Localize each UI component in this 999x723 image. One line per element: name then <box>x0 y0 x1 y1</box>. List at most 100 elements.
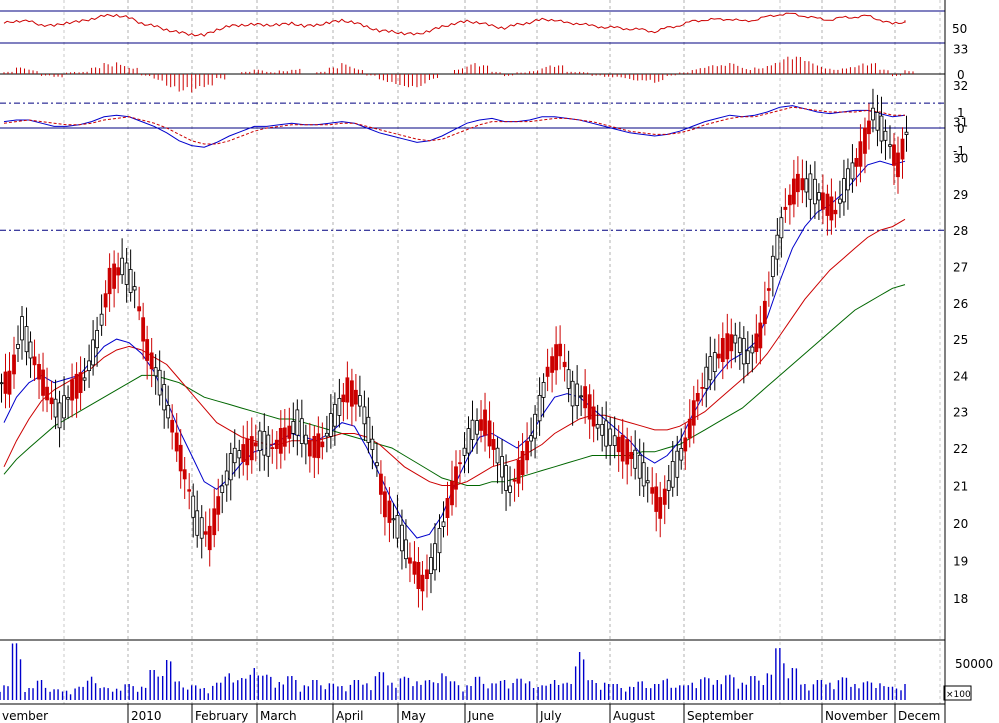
candle-body <box>775 234 780 260</box>
candle-body <box>212 508 217 536</box>
candle-body <box>441 521 446 528</box>
candle-body <box>879 115 884 142</box>
candle-body <box>579 395 584 398</box>
candle-body <box>616 436 621 453</box>
candle-body <box>842 178 846 203</box>
candle-body <box>641 462 646 487</box>
candle-body <box>750 346 755 354</box>
candle-body <box>87 360 91 371</box>
macd-line <box>3 105 906 148</box>
candle-body <box>332 403 337 427</box>
candle-body <box>470 419 475 440</box>
candle-body <box>153 367 158 377</box>
candle-body <box>620 434 625 462</box>
candle-body <box>650 487 655 494</box>
candle-body <box>91 339 95 366</box>
candle-body <box>645 480 650 484</box>
candle-body <box>770 255 775 277</box>
candle-body <box>141 317 146 342</box>
candle-body <box>7 370 12 395</box>
candle-body <box>149 352 154 370</box>
candle-body <box>78 372 83 394</box>
candle-body <box>162 384 167 411</box>
candle-body <box>429 557 433 575</box>
candle-body <box>416 562 421 590</box>
candle-body <box>357 395 362 407</box>
candle-body <box>228 453 233 481</box>
candle-body <box>433 543 437 571</box>
candle-body <box>95 329 99 349</box>
month-label: 2010 <box>131 709 162 723</box>
candle-body <box>716 353 721 359</box>
month-label: November <box>825 709 887 723</box>
candle-body <box>766 288 771 291</box>
candle-body <box>637 454 642 479</box>
candle-body <box>512 479 517 482</box>
candle-body <box>420 574 425 592</box>
candle-body <box>166 404 171 419</box>
candle-body <box>82 377 87 381</box>
candle-body <box>387 500 392 523</box>
candle-body <box>349 380 354 407</box>
candle-body <box>391 518 396 521</box>
candle-body <box>591 406 596 427</box>
candle-body <box>537 394 542 422</box>
candle-body <box>745 350 750 364</box>
candle-body <box>312 435 317 458</box>
candle-body <box>846 168 850 191</box>
candle-body <box>600 423 605 436</box>
volume-scale-box <box>943 685 972 701</box>
candle-body <box>825 193 830 216</box>
price-tick-label: 22 <box>953 442 968 456</box>
price-tick-label: 33 <box>953 43 968 57</box>
candle-body <box>608 428 613 446</box>
month-label: July <box>539 709 562 723</box>
candle-body <box>324 432 329 437</box>
moving-average-red <box>3 218 906 486</box>
candle-body <box>408 557 412 564</box>
rsi-panel: 50 <box>0 10 967 44</box>
candle-body <box>241 444 246 463</box>
candle-body <box>137 306 142 312</box>
candle-body <box>395 515 400 539</box>
candle-body <box>612 435 617 446</box>
candle-body <box>253 442 258 447</box>
candle-body <box>207 525 212 551</box>
candle-body <box>708 356 713 381</box>
candle-body <box>687 418 692 439</box>
candle-body <box>337 397 342 416</box>
candle-body <box>737 337 742 353</box>
macd-signal-line <box>3 106 905 145</box>
candle-body <box>462 447 467 456</box>
candle-body <box>341 394 346 403</box>
candle-body <box>662 488 667 505</box>
candle-body <box>479 419 483 431</box>
candle-body <box>266 434 271 457</box>
candle-body <box>550 356 555 373</box>
candle-body <box>541 381 546 398</box>
candle-body <box>670 460 675 488</box>
candle-body <box>370 438 375 450</box>
candle-body <box>195 510 200 536</box>
candle-body <box>400 524 404 552</box>
candle-body <box>595 423 600 429</box>
price-tick-label: 23 <box>953 406 968 420</box>
candle-body <box>107 267 112 295</box>
candle-body <box>683 437 688 452</box>
candle-body <box>804 178 809 193</box>
candle-body <box>666 480 671 491</box>
candle-body <box>375 462 379 467</box>
price-tick-label: 20 <box>953 517 968 531</box>
candle-body <box>32 356 37 366</box>
candle-body <box>508 485 512 493</box>
macd-histogram-panel: 0 <box>0 56 965 93</box>
candle-body <box>41 369 45 396</box>
candle-body <box>491 438 496 450</box>
candle-body <box>12 354 16 375</box>
month-label: August <box>613 709 655 723</box>
candle-body <box>191 495 196 518</box>
candle-body <box>762 300 767 324</box>
volume-panel: 50000 ×100 <box>0 643 993 701</box>
candle-body <box>854 157 859 167</box>
